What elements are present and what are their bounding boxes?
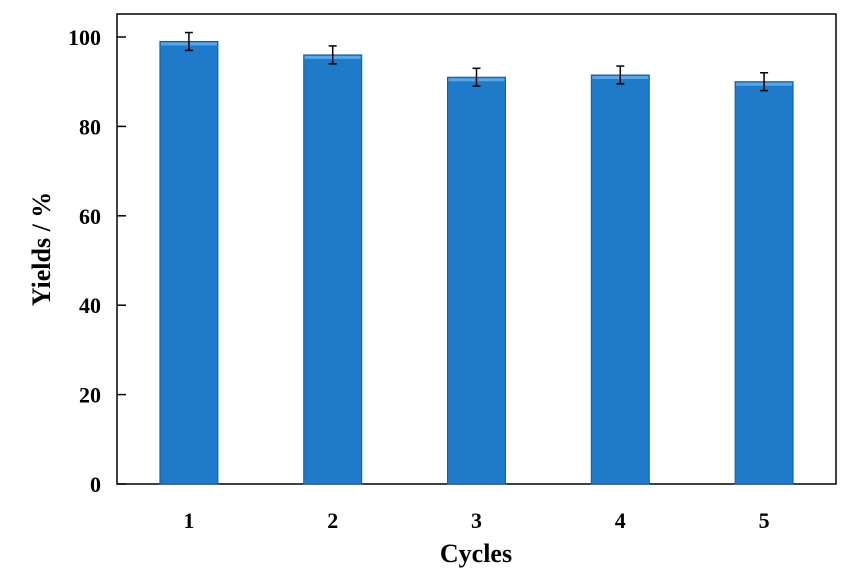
y-axis-ticks: 0 20 40 60 80 100 [68,25,126,497]
x-tick-label: 3 [471,508,482,533]
x-axis-title: Cycles [440,539,512,568]
y-tick-label: 0 [90,472,101,497]
bar [303,54,363,485]
bar [159,40,219,485]
bar [734,81,794,485]
bar [447,76,506,485]
y-tick-label: 60 [79,204,101,229]
x-tick-label: 5 [759,508,770,533]
y-tick-label: 100 [68,25,101,50]
x-axis-ticks: 1 2 3 4 5 [183,508,769,533]
error-bars [184,31,769,92]
bar [590,74,650,485]
y-tick-label: 80 [79,114,101,139]
x-tick-label: 2 [327,508,338,533]
x-tick-label: 4 [615,508,626,533]
y-axis-title: Yields / % [27,192,56,307]
y-tick-label: 40 [79,293,101,318]
bars [159,40,794,485]
y-tick-label: 20 [79,383,101,408]
x-tick-label: 1 [183,508,194,533]
